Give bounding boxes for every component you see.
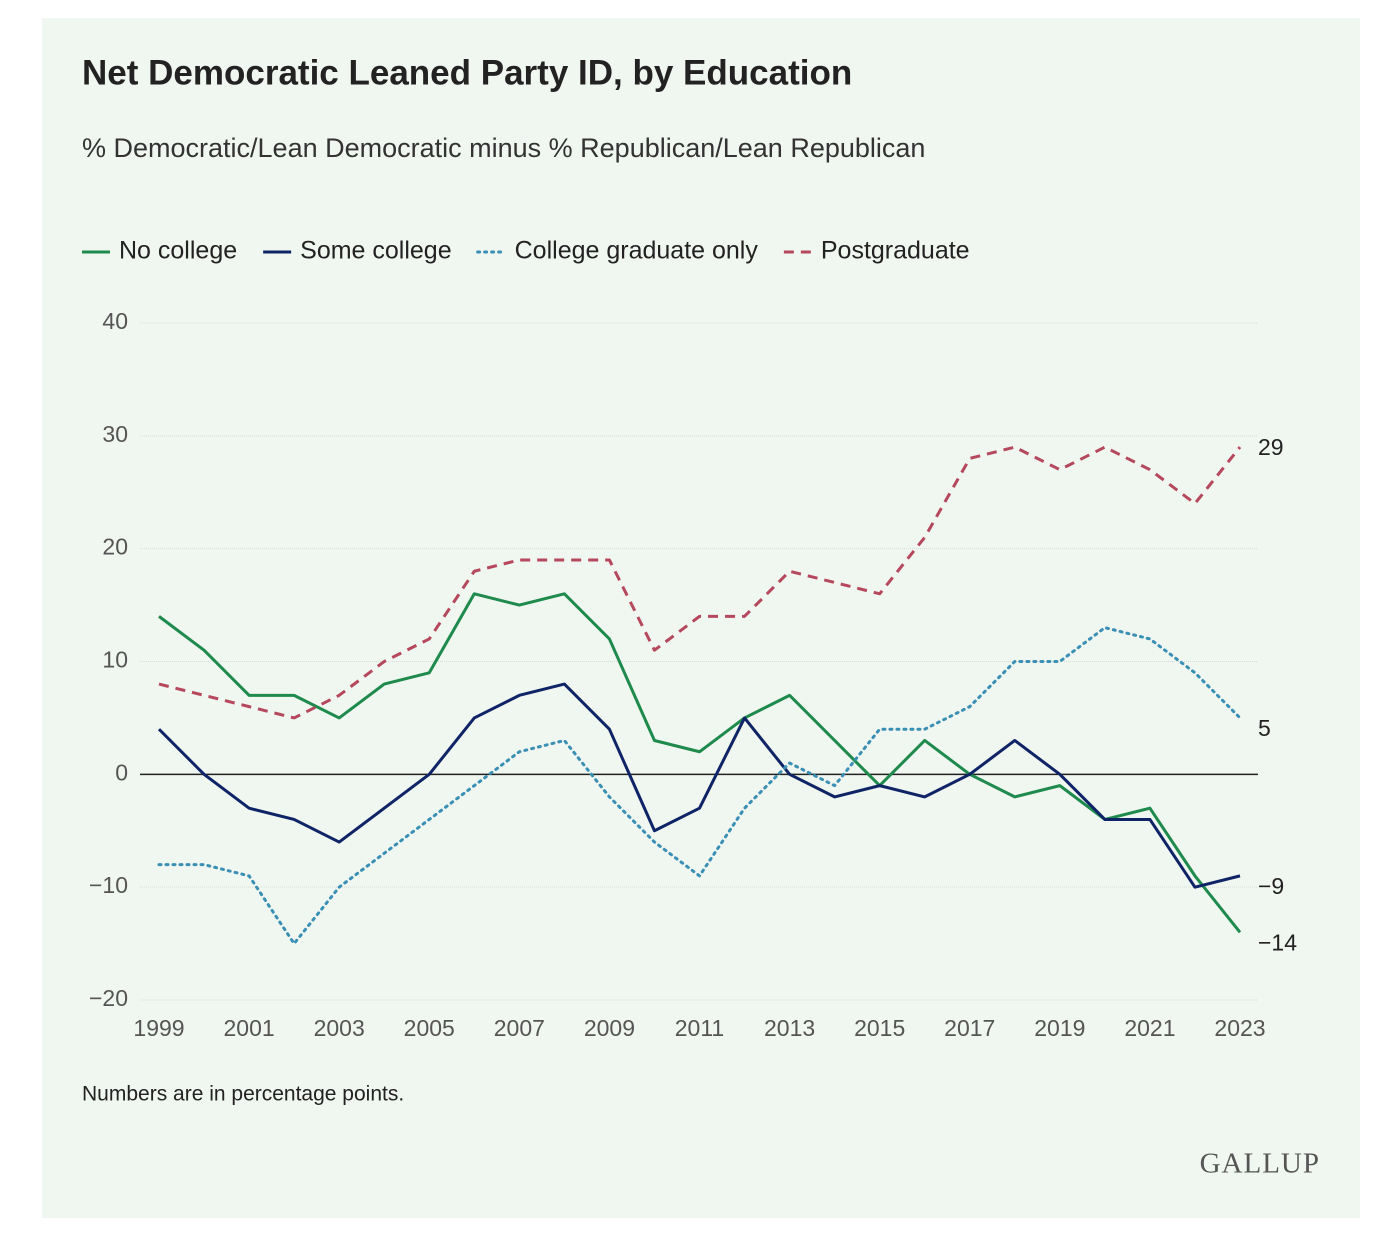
end-label: −9 bbox=[1258, 873, 1284, 899]
x-tick-label: 2013 bbox=[764, 1015, 815, 1041]
y-tick-label: 40 bbox=[102, 308, 128, 334]
end-label: 5 bbox=[1258, 715, 1271, 741]
x-tick-label: 2015 bbox=[854, 1015, 905, 1041]
x-tick-label: 2007 bbox=[494, 1015, 545, 1041]
x-tick-label: 2001 bbox=[223, 1015, 274, 1041]
chart-title: Net Democratic Leaned Party ID, by Educa… bbox=[82, 53, 852, 92]
panel bbox=[42, 18, 1360, 1218]
legend-label: Some college bbox=[300, 237, 451, 265]
series-line bbox=[158, 592, 1242, 934]
chart-subtitle: % Democratic/Lean Democratic minus % Rep… bbox=[82, 133, 925, 163]
series-line bbox=[157, 626, 1242, 946]
series-line bbox=[157, 682, 1241, 889]
x-tick-label: 2011 bbox=[675, 1015, 724, 1041]
x-tick-label: 2019 bbox=[1034, 1015, 1085, 1041]
x-tick-label: 2021 bbox=[1124, 1015, 1175, 1041]
y-tick-label: −10 bbox=[89, 872, 128, 898]
x-tick-label: 2017 bbox=[944, 1015, 995, 1041]
x-tick-label: 2009 bbox=[584, 1015, 635, 1041]
logo: GALLUP bbox=[1200, 1148, 1320, 1180]
end-label: 29 bbox=[1258, 434, 1284, 460]
series-line bbox=[158, 445, 1242, 720]
x-tick-label: 2003 bbox=[314, 1015, 365, 1041]
y-tick-label: 20 bbox=[102, 534, 128, 560]
x-tick-label: 2005 bbox=[404, 1015, 455, 1041]
x-tick-label: 2023 bbox=[1214, 1015, 1265, 1041]
y-tick-label: −20 bbox=[89, 985, 128, 1011]
y-tick-label: 10 bbox=[102, 647, 128, 673]
legend-label: Postgraduate bbox=[821, 237, 970, 265]
note: Numbers are in percentage points. bbox=[82, 1083, 404, 1106]
legend-label: College graduate only bbox=[515, 237, 759, 265]
end-label: −14 bbox=[1258, 929, 1297, 955]
x-tick-label: 1999 bbox=[133, 1015, 184, 1041]
y-tick-label: 30 bbox=[102, 421, 128, 447]
legend-label: No college bbox=[119, 237, 237, 265]
y-tick-label: 0 bbox=[115, 759, 128, 785]
